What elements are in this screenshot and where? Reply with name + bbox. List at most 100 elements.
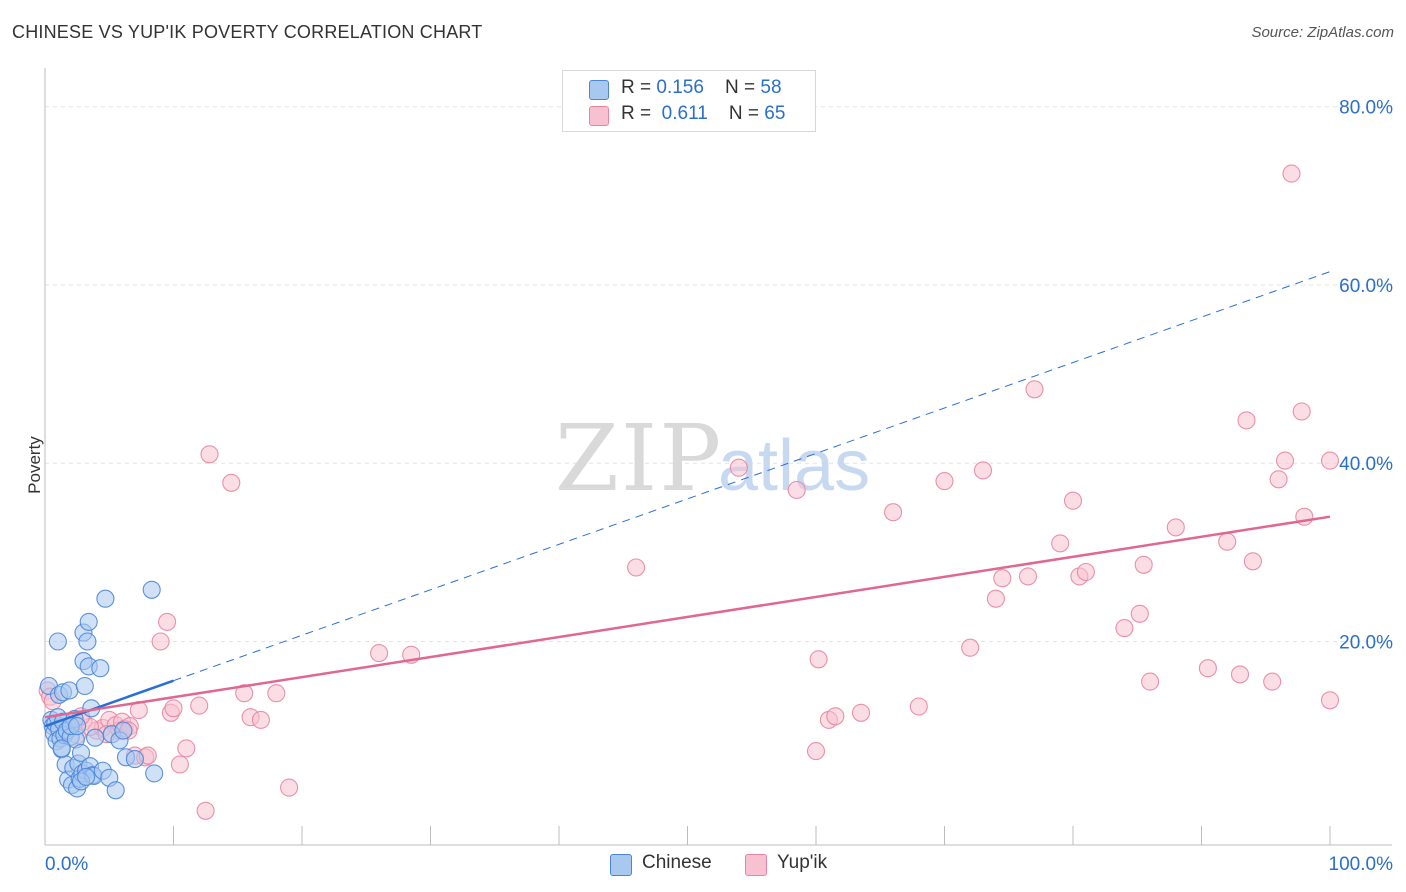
yupik-point [1237, 411, 1256, 430]
yupik-point [1292, 402, 1311, 421]
yupik-point [235, 684, 254, 703]
yupik-swatch [745, 854, 767, 876]
yupik-point [1243, 552, 1262, 571]
yupik-point [973, 461, 993, 480]
yupik-point [1218, 532, 1237, 551]
yupik-point [1018, 567, 1038, 586]
yupik-point [1263, 672, 1282, 691]
chinese-trendline-dashed [173, 271, 1331, 682]
trendlines [44, 271, 1331, 728]
chinese-point [77, 767, 96, 786]
yupik-point [809, 650, 828, 669]
yupik-point [1076, 562, 1095, 582]
yupik-trendline [44, 515, 1331, 719]
yupik-point [1025, 380, 1044, 399]
yupik-point [806, 742, 826, 761]
r-value-yupik: 0.611 [661, 103, 708, 124]
n-label: N = [728, 103, 765, 124]
yupik-point [1230, 665, 1250, 684]
source-credit: Source: ZipAtlas.com [1251, 24, 1394, 41]
chinese-point [60, 681, 79, 700]
yupik-point [151, 632, 170, 651]
yupik-point [1269, 470, 1288, 489]
chinese-point [114, 721, 133, 740]
correlation-legend: R = 0.156 N = 58 R = 0.611 N = 65 [562, 70, 816, 132]
yupik-point [851, 703, 871, 722]
yupik-point [1320, 451, 1340, 470]
yupik-point [1130, 604, 1149, 623]
chinese-point [91, 659, 110, 678]
yupik-point [986, 589, 1005, 608]
yupik-point [909, 697, 928, 716]
yupik-point [1141, 672, 1160, 691]
legend-label-yupik: Yup'ik [777, 852, 828, 873]
watermark: ZIP atlas [555, 405, 870, 512]
yupik-point [826, 707, 845, 726]
yupik-point [196, 801, 215, 820]
yupik-point [935, 472, 954, 491]
chinese-point [48, 632, 67, 651]
yupik-point [267, 684, 286, 703]
chinese-point [71, 743, 91, 762]
yupik-point [190, 696, 209, 715]
yupik-point [164, 699, 183, 718]
yupik-point [1051, 534, 1070, 553]
chinese-trendline [44, 679, 174, 728]
n-label: N = [725, 77, 761, 98]
yupik-point [251, 710, 270, 729]
chinese-point [86, 728, 105, 747]
x-tick-label: 0.0% [45, 854, 88, 875]
yupik-point [200, 445, 219, 464]
yupik-point [1275, 451, 1295, 470]
watermark-zip: ZIP [555, 405, 723, 512]
chinese-point [142, 580, 161, 599]
yupik-point [993, 569, 1012, 588]
r-value-chinese: 0.156 [656, 77, 704, 98]
yupik-point [627, 558, 646, 577]
chinese-point [145, 764, 164, 783]
yupik-point [370, 644, 389, 663]
yupik-point [1166, 518, 1185, 537]
yupik-point [961, 638, 980, 657]
yupik-swatch [589, 106, 609, 126]
chinese-point [125, 750, 144, 769]
chart-title: CHINESE VS YUP'IK POVERTY CORRELATION CH… [12, 22, 483, 42]
tick-labels: 20.0% 40.0% 60.0% 80.0% 0.0% 100.0% [45, 98, 1393, 875]
y-tick-label: 60.0% [1339, 276, 1393, 297]
data-points [38, 164, 1340, 820]
yupik-point [1063, 491, 1083, 510]
yupik-point [1198, 659, 1217, 678]
chinese-point [96, 589, 115, 608]
r-label: R = [621, 77, 657, 98]
r-label: R = [621, 103, 657, 124]
chinese-swatch [589, 80, 609, 100]
yupik-point [222, 473, 241, 492]
yupik-point [1115, 619, 1134, 638]
yupik-point [280, 778, 299, 797]
n-value-yupik: 65 [764, 103, 786, 124]
legend-row-text: R = 0.611 N = 65 [621, 103, 785, 125]
legend-row-text: R = 0.156 N = 58 [621, 77, 782, 99]
y-tick-label: 40.0% [1339, 454, 1393, 475]
chinese-point [79, 612, 98, 631]
chinese-point [75, 676, 94, 696]
chinese-point [52, 739, 71, 758]
chinese-point [106, 781, 125, 800]
grid [45, 106, 1392, 642]
yupik-point [1320, 691, 1340, 710]
yupik-point [158, 612, 177, 631]
y-axis-label: Poverty [24, 436, 44, 494]
yupik-point [787, 480, 806, 500]
legend-label-chinese: Chinese [642, 852, 712, 873]
x-tick-label: 100.0% [1329, 854, 1394, 875]
yupik-point [884, 503, 903, 522]
yupik-point [1282, 164, 1301, 183]
chinese-point [78, 632, 97, 651]
y-tick-label: 80.0% [1339, 98, 1393, 119]
yupik-point [1134, 555, 1153, 574]
yupik-point [170, 755, 189, 774]
yupik-point [729, 458, 748, 477]
n-value-chinese: 58 [760, 77, 782, 98]
chinese-point [68, 717, 87, 736]
